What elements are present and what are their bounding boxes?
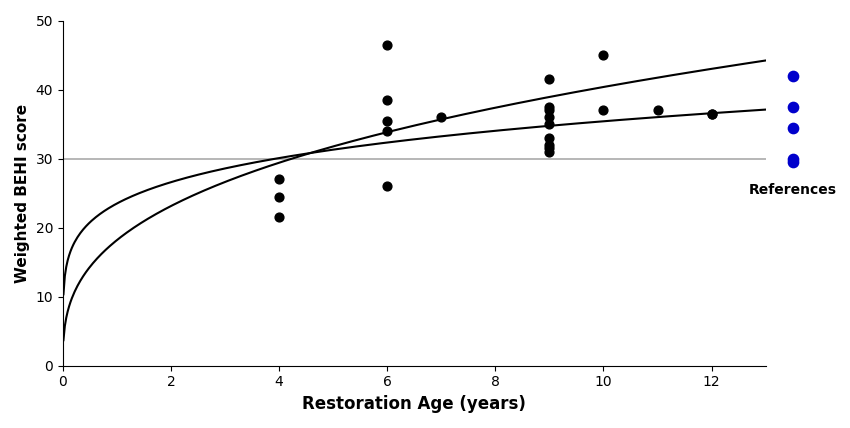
Point <box>651 107 665 114</box>
Point <box>272 193 286 200</box>
Point <box>597 107 610 114</box>
Point <box>542 141 556 148</box>
Point <box>542 121 556 128</box>
Point <box>786 124 800 131</box>
Point <box>381 128 394 134</box>
Point <box>542 76 556 83</box>
Point <box>786 104 800 110</box>
Point <box>597 52 610 59</box>
Point <box>542 145 556 152</box>
Point <box>434 114 448 121</box>
Point <box>272 214 286 221</box>
Point <box>542 148 556 155</box>
Point <box>272 176 286 183</box>
Point <box>542 104 556 110</box>
Point <box>381 41 394 48</box>
Point <box>786 72 800 79</box>
Point <box>705 110 718 117</box>
Point <box>786 155 800 162</box>
Point <box>542 107 556 114</box>
X-axis label: Restoration Age (years): Restoration Age (years) <box>303 395 526 413</box>
Y-axis label: Weighted BEHI score: Weighted BEHI score <box>15 104 30 282</box>
Point <box>381 117 394 124</box>
Point <box>542 134 556 141</box>
Point <box>381 183 394 190</box>
Point <box>542 114 556 121</box>
Point <box>786 159 800 166</box>
Point <box>705 110 718 117</box>
Text: References: References <box>749 183 836 197</box>
Point <box>381 96 394 103</box>
